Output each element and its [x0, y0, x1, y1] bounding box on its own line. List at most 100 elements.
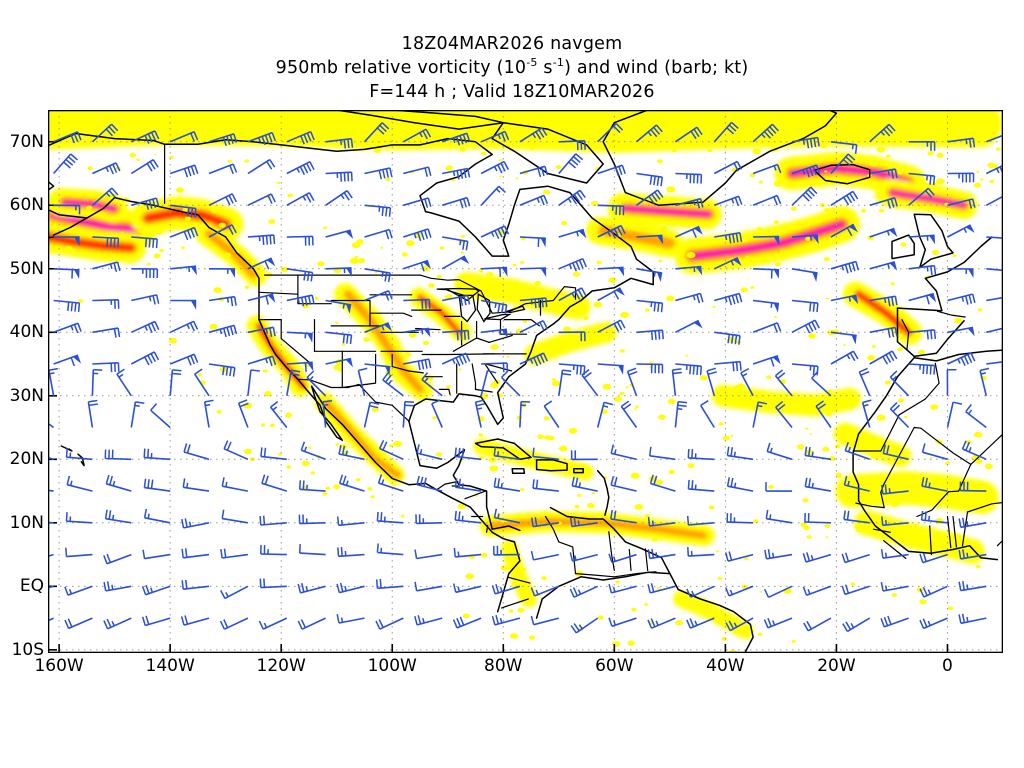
wind-barb	[103, 617, 132, 630]
political-border	[952, 515, 957, 548]
barb-full	[338, 474, 344, 484]
barb-half	[926, 266, 929, 272]
barb-full	[147, 324, 153, 334]
wind-barb	[597, 123, 624, 143]
barb-pennant	[345, 304, 352, 314]
barb-shaft	[92, 327, 119, 334]
barb-shaft	[421, 378, 443, 397]
political-border	[484, 363, 499, 384]
barb-shaft	[908, 363, 935, 367]
barb-full	[763, 619, 769, 629]
wind-barb	[170, 299, 197, 310]
barb-half	[724, 234, 728, 241]
vorticity-patch	[929, 456, 933, 459]
vorticity-patch	[687, 463, 695, 469]
barb-full	[270, 401, 279, 408]
wind-barb	[830, 331, 857, 345]
vorticity-patch	[574, 504, 580, 509]
barb-half	[459, 240, 462, 246]
barb-shaft	[106, 483, 132, 492]
vorticity-patch	[154, 153, 157, 156]
wind-barb	[219, 617, 249, 630]
barb-full	[572, 155, 581, 163]
barb-full	[184, 615, 189, 625]
barb-shaft	[286, 294, 313, 302]
wind-barb	[104, 509, 132, 524]
barb-half	[928, 482, 931, 488]
barb-half	[847, 446, 852, 453]
wind-barb	[908, 172, 936, 186]
barb-full	[648, 446, 652, 456]
title-line-model: 18Z04MAR2026 navgem	[401, 34, 623, 54]
vorticity-patch	[373, 147, 381, 154]
wind-barb	[220, 548, 249, 559]
barb-full	[193, 320, 199, 330]
barb-full	[147, 133, 153, 143]
wind-barb	[221, 509, 249, 524]
barb-shaft	[532, 455, 559, 461]
x-tick-20W: 20W	[817, 656, 856, 676]
barb-shaft	[183, 451, 210, 461]
barb-shaft	[804, 521, 831, 524]
wind-barb	[322, 400, 333, 428]
barb-full	[661, 330, 664, 340]
barb-full	[377, 474, 383, 484]
wind-barb	[597, 319, 626, 334]
barb-shaft	[791, 164, 817, 175]
barb-full	[376, 511, 379, 521]
barb-full	[763, 588, 770, 598]
barb-shaft	[767, 617, 793, 629]
vorticity-patch	[593, 301, 603, 308]
barb-half	[802, 169, 806, 175]
barb-full	[846, 510, 850, 520]
vorticity-speckle	[65, 110, 1001, 653]
wind-barb	[706, 367, 718, 397]
barb-half	[677, 408, 683, 411]
barb-full	[726, 477, 731, 487]
wind-barb	[843, 476, 870, 492]
vorticity-patch	[987, 162, 996, 169]
wind-barb	[675, 225, 703, 238]
barb-full	[420, 262, 425, 272]
barb-shaft	[519, 352, 544, 365]
barb-full	[894, 296, 898, 306]
barb-full	[221, 509, 225, 519]
wind-barb	[752, 322, 782, 334]
barb-full	[920, 510, 924, 521]
wind-barb	[908, 292, 937, 305]
vorticity-patch	[752, 148, 761, 155]
wind-barb	[869, 123, 896, 143]
vorticity-patch	[155, 255, 159, 259]
barb-shaft	[649, 455, 676, 461]
barb-full	[145, 200, 150, 210]
wind-barb	[208, 295, 237, 307]
barb-shaft	[688, 522, 715, 526]
barb-full	[271, 356, 277, 366]
barb-half	[730, 260, 735, 266]
barb-full	[843, 510, 846, 520]
coastline	[511, 468, 526, 475]
barb-full	[417, 615, 422, 625]
barb-full	[143, 508, 148, 518]
barb-full	[503, 225, 510, 235]
wind-barb	[570, 617, 599, 634]
coastline	[573, 468, 584, 474]
barb-shaft	[843, 518, 870, 524]
barb-full	[309, 161, 315, 171]
wind-barb	[131, 197, 160, 210]
wind-barb	[791, 136, 820, 149]
barb-full	[882, 356, 889, 365]
vorticity-patch	[875, 444, 880, 448]
barb-full	[775, 369, 783, 377]
barb-full	[767, 617, 772, 627]
barb-shaft	[650, 482, 676, 492]
wind-barb	[91, 123, 119, 143]
barb-half	[340, 520, 343, 526]
barb-full	[323, 400, 333, 403]
barb-full	[573, 516, 577, 527]
barb-full	[725, 622, 731, 631]
barb-half	[846, 354, 851, 360]
barb-full	[578, 259, 584, 269]
barb-full	[846, 194, 853, 204]
barb-full	[971, 198, 976, 208]
